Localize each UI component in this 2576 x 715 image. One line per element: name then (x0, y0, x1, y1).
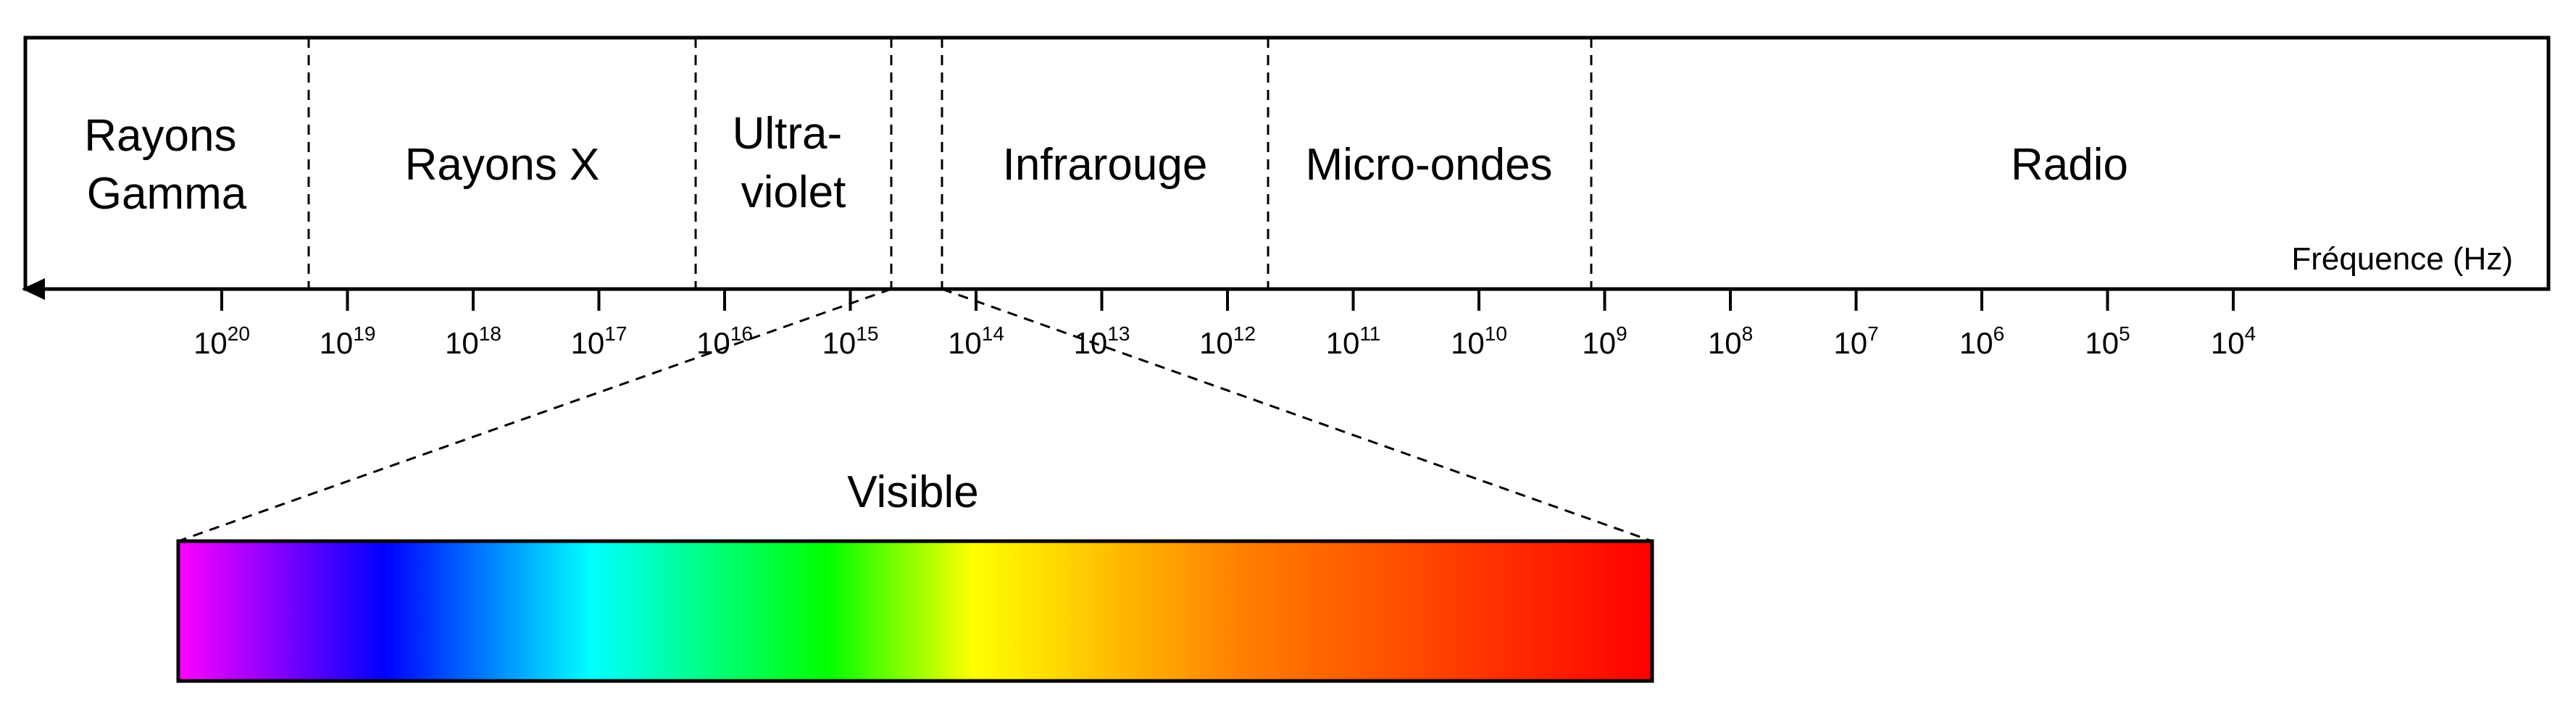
tick-label: 1020 (193, 322, 250, 360)
band-dividers (307, 38, 1593, 289)
tick-base: 10 (696, 326, 730, 360)
tick-base: 10 (1833, 326, 1867, 360)
visible-spectrum-bar (176, 539, 1654, 683)
tick-label: 107 (1833, 322, 1878, 360)
tick-label: 109 (1582, 322, 1627, 360)
tick-base: 10 (1451, 326, 1485, 360)
band-line: Infrarouge (1003, 140, 1208, 190)
tick-exponent: 7 (1867, 322, 1879, 345)
tick-exponent: 19 (353, 322, 375, 345)
tick-exponent: 6 (1993, 322, 2005, 345)
band-label-radio: Radio (2011, 140, 2128, 190)
tick-exponent: 20 (228, 322, 250, 345)
zoom-line-right (941, 288, 1653, 543)
tick-base: 10 (1199, 326, 1233, 360)
tick-base: 10 (1074, 326, 1108, 360)
tick-label: 1018 (445, 322, 501, 360)
tick-label: 1011 (1326, 322, 1381, 360)
tick-label: 105 (2085, 322, 2130, 360)
tick-base: 10 (1582, 326, 1616, 360)
axis-arrowhead (22, 278, 45, 300)
tick-label: 1010 (1451, 322, 1507, 360)
tick-base: 10 (2211, 326, 2245, 360)
tick-exponent: 17 (604, 322, 627, 345)
tick-label: 1019 (320, 322, 376, 360)
band-line: Gamma (87, 169, 247, 219)
band-line: Micro-ondes (1305, 140, 1552, 190)
tick-base: 10 (1959, 326, 1993, 360)
band-label-x-rays: Rayons X (405, 140, 600, 190)
band-label-infrared: Infrarouge (1003, 140, 1208, 190)
tick-label: 1017 (571, 322, 628, 360)
tick-exponent: 10 (1485, 322, 1507, 345)
tick-exponent: 11 (1359, 322, 1380, 345)
tick-base: 10 (571, 326, 605, 360)
tick-exponent: 12 (1233, 322, 1256, 345)
band-label-microwaves: Micro-ondes (1305, 140, 1552, 190)
visible-title: Visible (847, 467, 979, 517)
band-line: Radio (2011, 140, 2128, 190)
tick-base: 10 (1708, 326, 1742, 360)
band-label-ultraviolet: Ultra- violet (733, 109, 855, 217)
tick-label: 106 (1959, 322, 2004, 360)
tick-base: 10 (822, 326, 856, 360)
tick-label: 1014 (948, 322, 1004, 360)
tick-label: 1016 (696, 322, 753, 360)
tick-label: 1013 (1074, 322, 1130, 360)
tick-base: 10 (320, 326, 354, 360)
tick-base: 10 (1326, 326, 1360, 360)
tick-base: 10 (2085, 326, 2119, 360)
axis-title: Fréquence (Hz) (2291, 241, 2513, 277)
tick-label: 1015 (822, 322, 879, 360)
band-line: Rayons X (405, 140, 600, 190)
tick-base: 10 (193, 326, 228, 360)
band-line: violet (741, 167, 846, 217)
frequency-ticks: 1020 1019 1018 1017 1016 1015 1014 1013 1012 1011… (193, 289, 2256, 360)
spectrum-box (23, 35, 2551, 291)
tick-exponent: 4 (2245, 322, 2256, 345)
tick-base: 10 (445, 326, 479, 360)
tick-exponent: 5 (2119, 322, 2130, 345)
tick-exponent: 14 (982, 322, 1004, 345)
tick-label: 108 (1708, 322, 1753, 360)
band-label-gamma: Rayons Gamma (84, 111, 249, 219)
tick-exponent: 13 (1107, 322, 1130, 345)
tick-exponent: 18 (479, 322, 501, 345)
tick-exponent: 9 (1616, 322, 1627, 345)
band-line: Ultra- (733, 109, 843, 159)
tick-exponent: 8 (1742, 322, 1754, 345)
tick-label: 1012 (1199, 322, 1256, 360)
tick-label: 104 (2211, 322, 2256, 360)
zoom-line-left (178, 288, 892, 543)
tick-base: 10 (948, 326, 982, 360)
band-line: Rayons (84, 111, 236, 161)
tick-exponent: 15 (856, 322, 878, 345)
